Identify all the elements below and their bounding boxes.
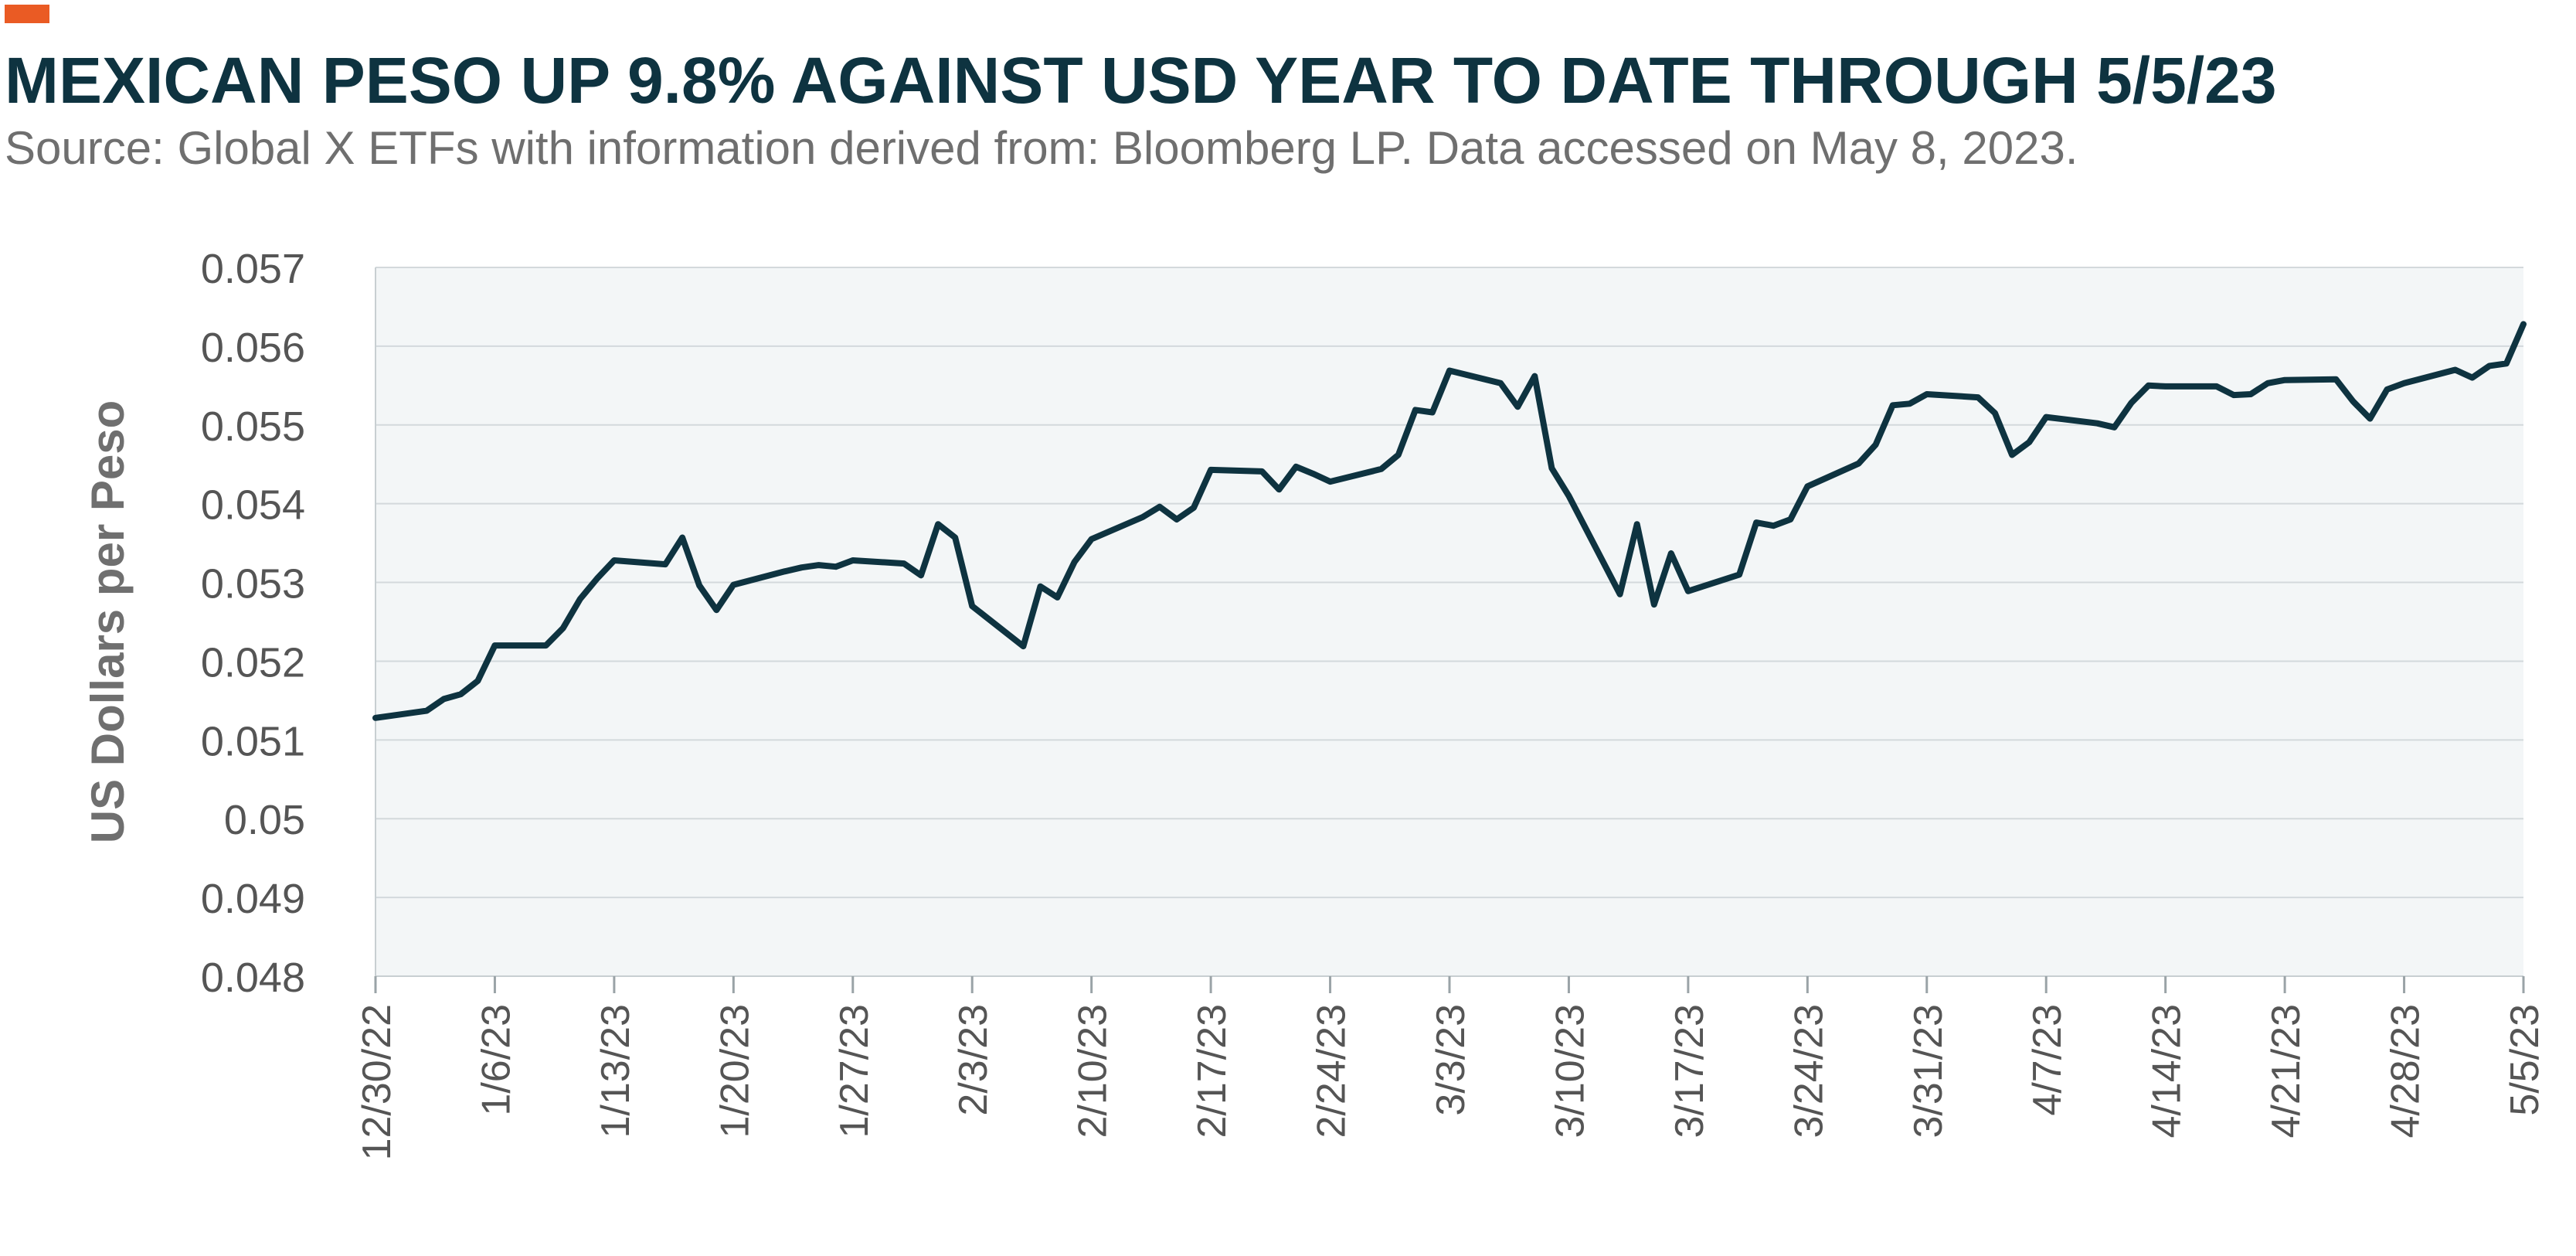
accent-bar xyxy=(5,5,49,23)
series-line-usd-per-peso xyxy=(372,321,2527,721)
x-tick-label: 12/30/22 xyxy=(355,1004,399,1160)
x-tick-label: 2/17/23 xyxy=(1190,1004,1235,1139)
y-tick-label: 0.053 xyxy=(201,561,305,608)
x-tick-label: 4/7/23 xyxy=(2025,1004,2070,1116)
chart-source-note: Source: Global X ETFs with information d… xyxy=(5,122,2078,174)
y-tick-label: 0.055 xyxy=(201,403,305,450)
x-tick-label: 1/20/23 xyxy=(712,1004,757,1139)
x-axis-tick-labels: 12/30/22 1/6/23 1/13/23 1/20/23 1/27/23 2/3/2… xyxy=(355,1004,2547,1160)
x-tick-label: 1/6/23 xyxy=(474,1004,518,1116)
x-tick-label: 2/3/23 xyxy=(951,1004,996,1116)
x-tick-label: 2/24/23 xyxy=(1310,1004,1354,1139)
y-tick-label: 0.052 xyxy=(201,639,305,686)
y-tick-label: 0.057 xyxy=(201,246,305,292)
y-tick-label: 0.05 xyxy=(224,797,305,843)
y-tick-label: 0.054 xyxy=(201,482,305,529)
x-tick-label: 3/24/23 xyxy=(1786,1004,1831,1139)
x-tick-label: 1/13/23 xyxy=(593,1004,638,1139)
y-axis-label: US Dollars per Peso xyxy=(82,400,134,844)
y-tick-label: 0.056 xyxy=(201,325,305,371)
x-tick-label: 3/17/23 xyxy=(1667,1004,1712,1139)
x-tick-label: 3/10/23 xyxy=(1548,1004,1592,1139)
x-tick-label: 5/5/23 xyxy=(2503,1004,2547,1116)
y-tick-label: 0.048 xyxy=(201,955,305,1001)
chart-title: MEXICAN PESO UP 9.8% AGAINST USD YEAR TO… xyxy=(5,44,2277,117)
x-tick-label: 3/31/23 xyxy=(1906,1004,1951,1139)
y-axis-tick-labels: 0.057 0.056 0.055 0.054 0.053 0.052 0.051 0.05 0… xyxy=(201,246,305,1001)
x-tick-label: 4/21/23 xyxy=(2264,1004,2309,1139)
x-tick-label: 3/3/23 xyxy=(1429,1004,1473,1116)
y-tick-label: 0.051 xyxy=(201,718,305,764)
x-axis-ticks xyxy=(374,976,2525,993)
y-tick-label: 0.049 xyxy=(201,876,305,922)
x-tick-label: 4/14/23 xyxy=(2145,1004,2190,1139)
x-tick-label: 4/28/23 xyxy=(2384,1004,2428,1139)
x-tick-label: 2/10/23 xyxy=(1071,1004,1116,1139)
x-tick-label: 1/27/23 xyxy=(832,1004,877,1139)
